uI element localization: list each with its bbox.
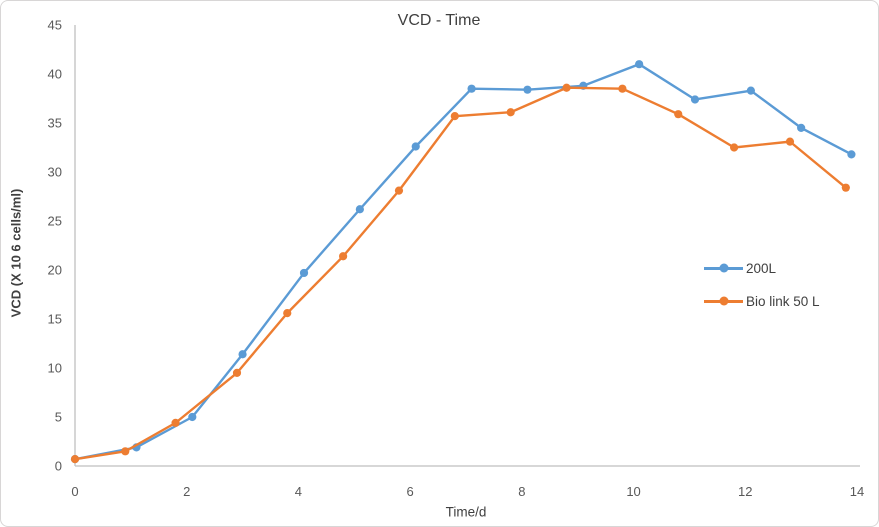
series-marker-0 bbox=[355, 205, 364, 214]
series-marker-0 bbox=[690, 95, 700, 104]
legend-item-1: Bio link 50 L bbox=[704, 291, 820, 311]
x-tick-label: 2 bbox=[183, 484, 190, 499]
series-marker-0 bbox=[847, 150, 856, 159]
series-marker-1 bbox=[283, 309, 292, 318]
legend-line-marker-icon bbox=[704, 296, 743, 306]
series-marker-1 bbox=[232, 368, 242, 377]
series-marker-1 bbox=[121, 447, 130, 456]
series-marker-0 bbox=[635, 60, 644, 69]
series-marker-1 bbox=[674, 110, 683, 119]
x-tick-label: 6 bbox=[407, 484, 414, 499]
series-marker-1 bbox=[562, 83, 571, 92]
series-marker-0 bbox=[299, 268, 309, 278]
series-marker-1 bbox=[394, 186, 404, 195]
y-tick-label: 45 bbox=[48, 18, 62, 33]
series-marker-0 bbox=[188, 412, 197, 422]
y-tick-label: 20 bbox=[48, 263, 62, 278]
y-tick-label: 30 bbox=[48, 165, 62, 180]
series-marker-1 bbox=[618, 84, 627, 93]
x-tick-label: 8 bbox=[518, 484, 525, 499]
series-marker-1 bbox=[841, 183, 850, 192]
y-tick-label: 10 bbox=[48, 361, 62, 376]
chart-title: VCD - Time bbox=[397, 12, 481, 29]
x-tick-label: 10 bbox=[626, 484, 640, 499]
series-marker-1 bbox=[171, 418, 180, 427]
x-tick-label: 14 bbox=[850, 484, 864, 499]
series-marker-1 bbox=[730, 143, 739, 152]
y-tick-label: 15 bbox=[48, 312, 62, 327]
x-tick-label: 4 bbox=[295, 484, 302, 499]
x-tick-label: 12 bbox=[738, 484, 752, 499]
legend-item-0: 200L bbox=[704, 258, 820, 278]
y-tick-label: 5 bbox=[55, 410, 62, 425]
legend-line-marker-icon bbox=[704, 263, 743, 273]
legend: 200L Bio link 50 L bbox=[704, 258, 820, 311]
series-marker-0 bbox=[411, 142, 420, 151]
x-tick-label: 0 bbox=[71, 484, 78, 499]
y-tick-label: 40 bbox=[48, 67, 62, 82]
y-tick-label: 0 bbox=[55, 459, 62, 474]
series-marker-1 bbox=[450, 112, 459, 121]
series-marker-1 bbox=[70, 455, 80, 464]
x-axis-title: Time/d bbox=[445, 504, 487, 520]
y-tick-label: 35 bbox=[48, 116, 62, 131]
series-marker-0 bbox=[746, 86, 755, 95]
series-marker-1 bbox=[506, 108, 515, 117]
series-marker-0 bbox=[238, 350, 247, 359]
y-tick-label: 25 bbox=[48, 214, 62, 229]
series-marker-1 bbox=[339, 252, 348, 261]
series-marker-0 bbox=[467, 84, 476, 93]
legend-label: Bio link 50 L bbox=[746, 293, 820, 309]
series-marker-0 bbox=[523, 85, 532, 94]
series-marker-0 bbox=[797, 123, 806, 132]
series-marker-1 bbox=[785, 137, 795, 146]
legend-label: 200L bbox=[746, 260, 777, 276]
